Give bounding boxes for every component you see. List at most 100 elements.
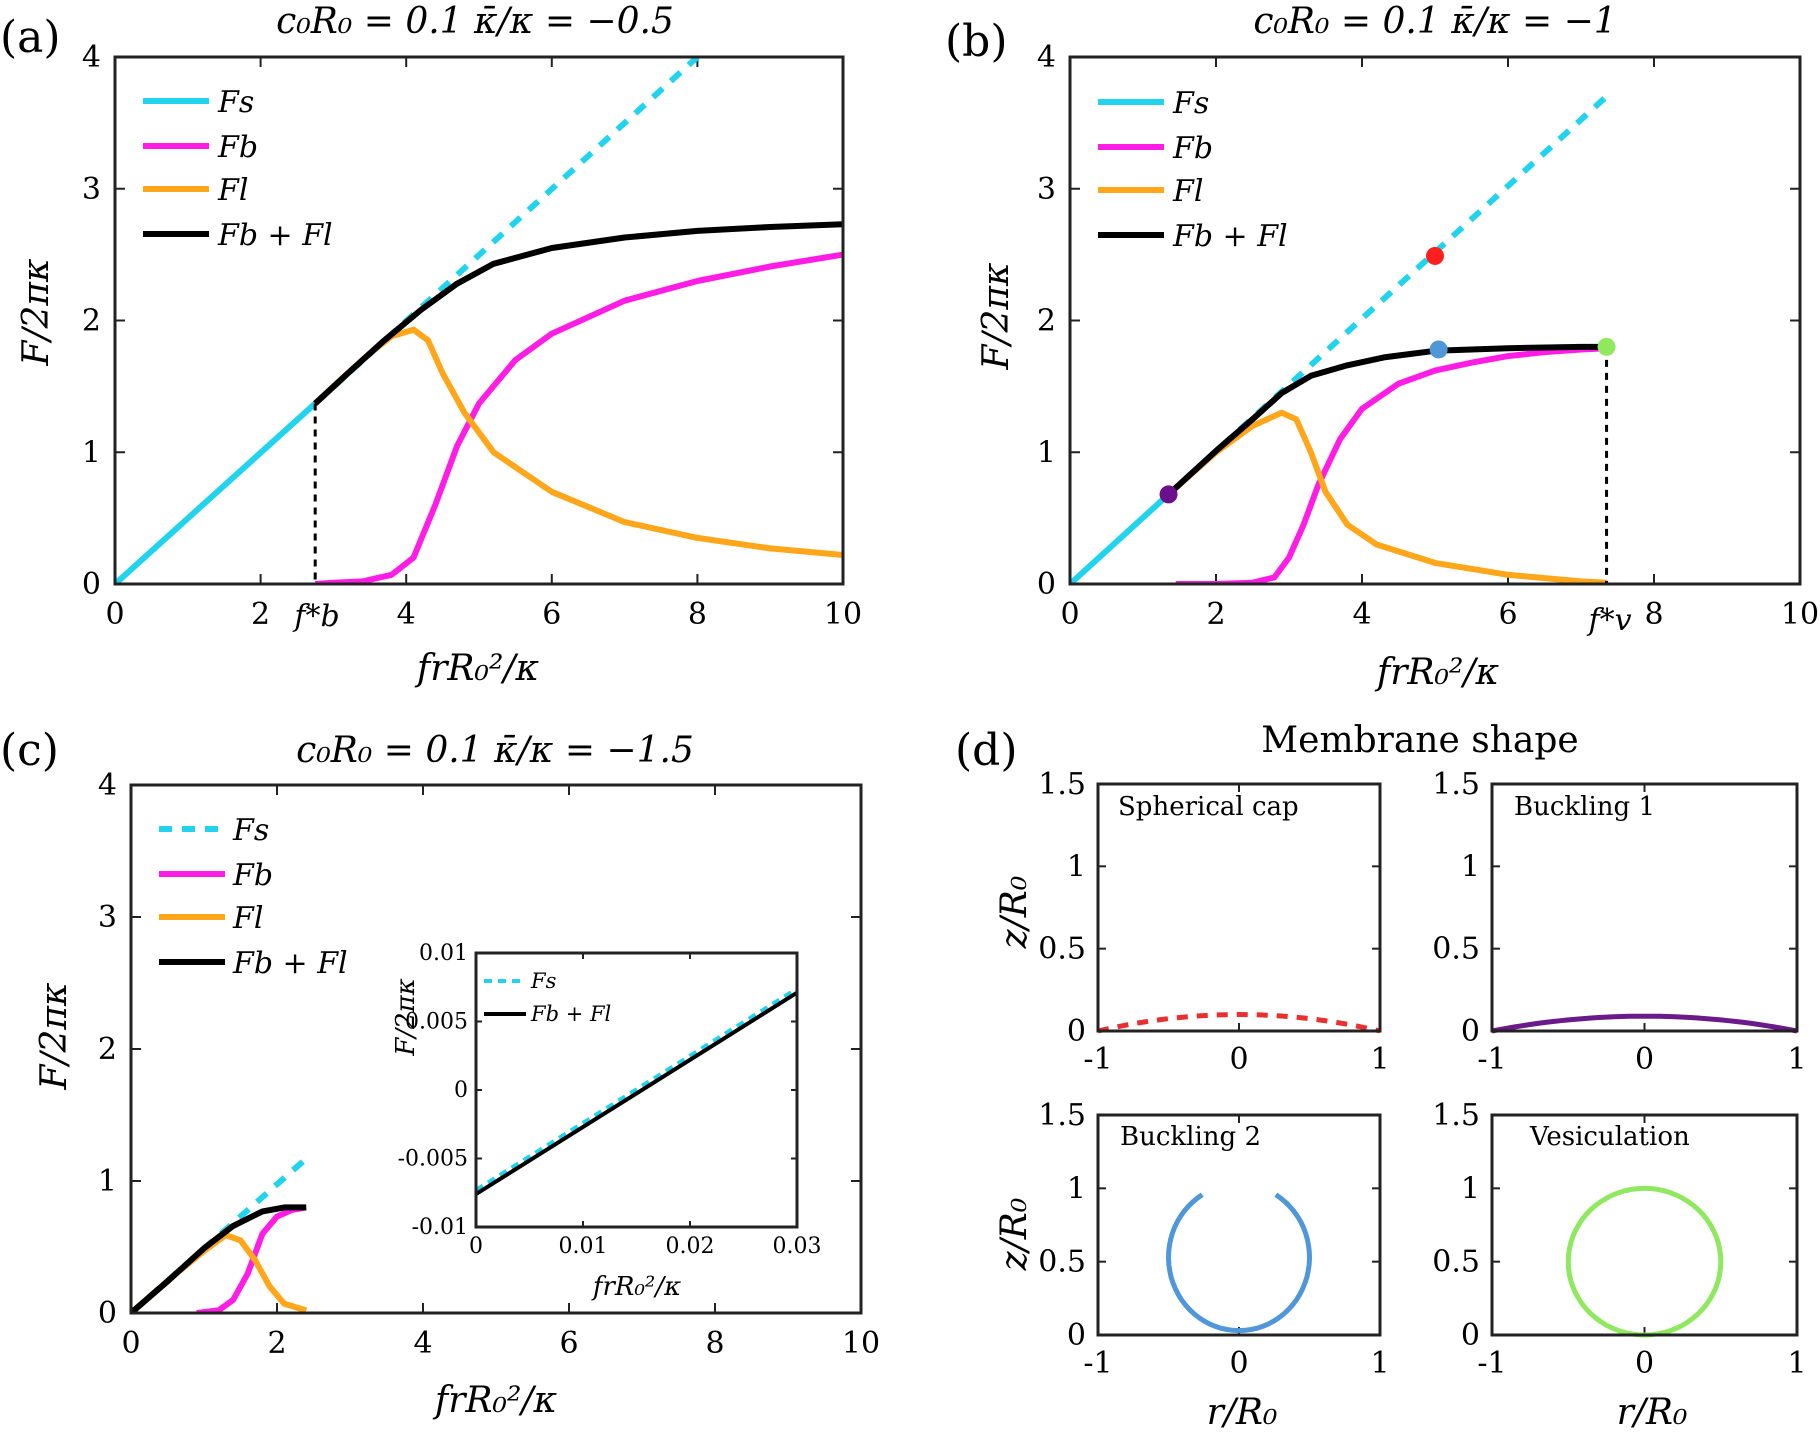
shape-frame-0 (1096, 782, 1382, 1033)
legend-b-fl: Fl (1172, 174, 1203, 209)
shape-x-tick-label: -1 (1083, 1346, 1112, 1381)
series-Fs-a (115, 401, 318, 584)
shape-y-tick-label: 0 (1067, 1014, 1086, 1049)
panel-b-xlabel: frR₀²/κ (1374, 652, 1500, 693)
series-FbFl-c (131, 1204, 307, 1313)
membrane-profile-2 (1166, 1192, 1312, 1334)
y-tick-label-a: 1 (82, 435, 101, 470)
panel-c-ylabel: F/2πκ (34, 982, 75, 1091)
y-tick-label-c-inset: 0.005 (405, 1010, 468, 1035)
shape-panel-0: -1 0 100.511.5 (1038, 767, 1389, 1077)
panel-c-title: c₀R₀ = 0.1 κ̄/κ = −1.5 (296, 730, 694, 771)
shape-x-tick-label: 1 (1370, 1346, 1389, 1381)
y-tick-label-b: 4 (1037, 40, 1056, 75)
legend-a-fl: Fl (217, 173, 248, 208)
panel-label-a: (a) (0, 12, 61, 63)
panel-label-c: (c) (0, 725, 59, 776)
shape-frame-1 (1490, 782, 1799, 1033)
shape-frame-2 (1096, 1113, 1382, 1337)
membrane-profile-1 (1491, 1013, 1798, 1034)
series-Fs-c-inset (476, 986, 797, 1192)
y-tick-label-b: 0 (1037, 567, 1056, 602)
y-tick-label-c-inset: -0.01 (412, 1215, 468, 1240)
x-tick-label-b: 4 (1352, 597, 1371, 632)
x-tick-label-c-inset: 0.03 (773, 1234, 822, 1259)
x-tick-label-b: 6 (1498, 597, 1517, 632)
membrane-profile-3 (1565, 1185, 1724, 1338)
state-point-3 (1597, 337, 1616, 356)
text-layer: (a) (b) (c) (d) c₀R₀ = 0.1 κ̄/κ = −0.5 c… (0, 1, 1690, 1432)
x-tick-label-c: 8 (705, 1326, 724, 1361)
axes-frame-a (113, 55, 845, 586)
series-group-c-inset (476, 986, 797, 1196)
y-tick-label-c: 3 (98, 900, 117, 935)
series-Fb-c (196, 1204, 307, 1313)
axes-b: 0 2 4 6 8 10 0 1 2 3 4 (1037, 40, 1819, 632)
axes-c-inset: 0 0.01 0.02 0.03 -0.01 -0.005 0 0.005 0.01 (398, 941, 822, 1259)
inset-ylabel: F/2πκ (391, 978, 421, 1056)
shape-x-tick-label: -1 (1477, 1042, 1506, 1077)
x-tick-label-a: 0 (105, 597, 124, 632)
series-FbFl-a (313, 221, 843, 406)
shape-x-tick-label: 0 (1229, 1346, 1248, 1381)
axes-c: 0 2 4 6 8 10 0 1 2 3 4 (98, 768, 880, 1361)
x-tick-label-c-inset: 0.02 (666, 1234, 715, 1259)
x-tick-label-a: 8 (688, 597, 707, 632)
legend-b-fbfl: Fb + Fl (1172, 219, 1288, 254)
x-tick-label-c: 2 (267, 1326, 286, 1361)
shape-y-tick-label: 0.5 (1432, 932, 1480, 967)
y-tick-label-c: 1 (98, 1164, 117, 1199)
shape-y-tick-label: 0.5 (1038, 932, 1086, 967)
shape-y-tick-label: 1.5 (1038, 1098, 1086, 1133)
legend-c-fbfl: Fb + Fl (232, 946, 348, 981)
shape-bottom-ylabel: z/R₀ (994, 1198, 1035, 1272)
shape-x-tick-label: 1 (1787, 1042, 1806, 1077)
y-tick-label-a: 4 (82, 40, 101, 75)
shape-frame-3 (1490, 1113, 1799, 1337)
panel-d-title: Membrane shape (1261, 720, 1578, 761)
legend-c-fb: Fb (232, 858, 273, 893)
x-tick-label-b: 2 (1206, 597, 1225, 632)
panel-label-d: (d) (955, 725, 1018, 776)
series-Fb-b (1175, 345, 1607, 584)
x-tick-label-b: 8 (1644, 597, 1663, 632)
x-tick-label-c-inset: 0 (469, 1234, 483, 1259)
x-tick-label-a: 2 (251, 597, 270, 632)
x-tick-label-a: 4 (397, 597, 416, 632)
panel-a-ylabel: F/2πκ (16, 258, 57, 367)
series-Fl-c (131, 1232, 308, 1313)
y-tick-label-a: 0 (82, 567, 101, 602)
shape-label-vesiculation: Vesiculation (1529, 1122, 1690, 1152)
x-tick-label-a: 6 (542, 597, 561, 632)
legend-b-fb: Fb (1172, 131, 1213, 166)
y-tick-label-a: 3 (82, 172, 101, 207)
state-point-1 (1426, 246, 1444, 265)
shape-y-tick-label: 1.5 (1432, 1098, 1480, 1133)
y-tick-label-b: 1 (1037, 435, 1056, 470)
panel-a-title: c₀R₀ = 0.1 κ̄/κ = −0.5 (276, 1, 674, 42)
shape-x-tick-label: 1 (1370, 1042, 1389, 1077)
axes-frame-c (129, 783, 863, 1315)
x-tick-label-c: 4 (413, 1326, 432, 1361)
axes-a: 0 2 4 6 8 10 0 1 2 3 4 (82, 40, 862, 632)
panel-label-b: (b) (945, 16, 1008, 67)
shape-right-xlabel: r/R₀ (1617, 1392, 1688, 1432)
series-Fl-a (313, 326, 843, 558)
membrane-profile-0 (1097, 1012, 1381, 1034)
legend-a-fb: Fb (217, 130, 258, 165)
shape-y-tick-label: 0 (1067, 1318, 1086, 1353)
inset-xlabel: frR₀²/κ (591, 1272, 681, 1302)
legend-c-fs: Fs (232, 813, 269, 848)
shape-panel-1: -1 0 100.511.5 (1432, 767, 1806, 1077)
shape-y-tick-label: 1 (1461, 849, 1480, 884)
legend-inset-fs: Fs (530, 969, 557, 993)
y-tick-label-c: 0 (98, 1296, 117, 1331)
series-Fl-b (1166, 409, 1607, 584)
x-tick-label-c: 0 (121, 1326, 140, 1361)
axes-frame-b (1068, 55, 1802, 586)
x-tick-label-c: 6 (559, 1326, 578, 1361)
shape-top-ylabel: z/R₀ (994, 876, 1035, 950)
series-group-a (115, 57, 843, 584)
axes-frame-inset (474, 951, 799, 1229)
